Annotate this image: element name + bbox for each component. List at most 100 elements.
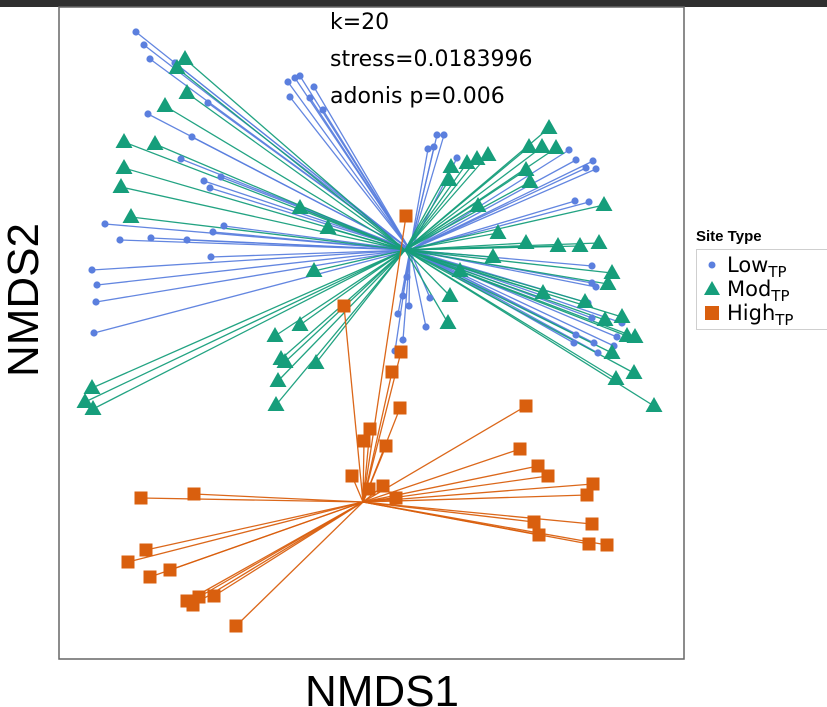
high-point bbox=[187, 487, 201, 501]
data-points bbox=[76, 28, 663, 633]
mod-spider-line bbox=[404, 179, 450, 251]
mod-point bbox=[520, 138, 538, 153]
mod-point bbox=[267, 396, 285, 411]
low-point bbox=[140, 41, 148, 49]
low-spider-line bbox=[223, 225, 411, 251]
mod-spider-line bbox=[92, 249, 406, 410]
mod-spider-line bbox=[184, 58, 406, 251]
high-point bbox=[134, 491, 148, 505]
low-point bbox=[310, 83, 318, 91]
mod-spider-line bbox=[404, 242, 600, 251]
mod-point bbox=[291, 316, 309, 331]
high-spider-line bbox=[198, 501, 364, 598]
mod-spider-line bbox=[277, 249, 406, 382]
low-point bbox=[144, 110, 152, 118]
mod-point bbox=[319, 219, 337, 234]
legend-label-mod: ModTP bbox=[727, 277, 790, 305]
low-spider-line bbox=[96, 249, 411, 286]
low-point bbox=[588, 262, 596, 270]
mod-point bbox=[451, 262, 469, 277]
low-point bbox=[565, 146, 573, 154]
low-point bbox=[204, 99, 212, 107]
high-point bbox=[394, 345, 408, 359]
high-point bbox=[600, 538, 614, 552]
low-point bbox=[440, 131, 448, 139]
high-spider-line bbox=[213, 501, 364, 597]
low-point bbox=[116, 236, 124, 244]
high-spider-line bbox=[362, 448, 521, 503]
low-spider-line bbox=[313, 86, 411, 251]
mod-spider-line bbox=[404, 249, 451, 297]
low-spider-line bbox=[93, 249, 411, 334]
high-point bbox=[532, 528, 546, 542]
mod-point bbox=[156, 97, 174, 112]
high-point bbox=[363, 422, 377, 436]
mod-point bbox=[115, 159, 133, 174]
legend-label-high: HighTP bbox=[727, 301, 794, 329]
low-spider-line bbox=[409, 168, 597, 251]
mod-point bbox=[112, 178, 130, 193]
low-point bbox=[394, 310, 402, 318]
mod-spider-line bbox=[313, 249, 406, 272]
high-point bbox=[229, 619, 243, 633]
low-point bbox=[88, 266, 96, 274]
mod-point bbox=[442, 158, 460, 173]
mod-spider-line bbox=[404, 158, 478, 251]
low-point bbox=[582, 164, 590, 172]
high-point bbox=[337, 299, 351, 313]
high-point bbox=[385, 365, 399, 379]
low-point bbox=[399, 292, 407, 300]
high-point bbox=[163, 563, 177, 577]
high-point bbox=[121, 555, 135, 569]
high-point bbox=[345, 469, 359, 483]
mod-point bbox=[178, 84, 196, 99]
high-point bbox=[139, 543, 153, 557]
high-point bbox=[580, 488, 594, 502]
mod-spider-line bbox=[404, 205, 479, 251]
low-point bbox=[220, 222, 228, 230]
low-point bbox=[424, 145, 432, 153]
mod-spider-line bbox=[404, 249, 609, 285]
legend-label-low: LowTP bbox=[727, 253, 787, 281]
mod-spider-line bbox=[176, 67, 406, 251]
mod-spider-line bbox=[404, 181, 531, 251]
mod-point bbox=[307, 354, 325, 369]
mod-point bbox=[440, 171, 458, 186]
low-spider-line bbox=[409, 148, 429, 251]
mod-point bbox=[576, 293, 594, 308]
mod-spider-line bbox=[404, 146, 530, 251]
mod-spider-line bbox=[404, 232, 499, 251]
high-point bbox=[389, 491, 403, 505]
low-point bbox=[291, 74, 299, 82]
mod-spider-line bbox=[327, 227, 406, 251]
mod-point bbox=[625, 364, 643, 379]
low-spider-line bbox=[409, 249, 615, 347]
high-point bbox=[357, 434, 371, 448]
square-marker-icon bbox=[705, 306, 719, 320]
mod-point bbox=[590, 234, 608, 249]
mod-point bbox=[484, 248, 502, 263]
legend-item-mod: ModTP bbox=[701, 277, 827, 305]
low-point bbox=[403, 273, 411, 281]
mod-spider-line bbox=[299, 249, 406, 326]
mod-point bbox=[533, 138, 551, 153]
mod-spider-line bbox=[154, 143, 406, 251]
legend-box: LowTP ModTP HighTP bbox=[696, 249, 827, 330]
mod-point bbox=[146, 135, 164, 150]
mod-spider-line bbox=[404, 154, 489, 251]
mod-point bbox=[571, 237, 589, 252]
mod-point bbox=[439, 314, 457, 329]
mod-point bbox=[534, 284, 552, 299]
low-point bbox=[217, 173, 225, 181]
mod-spider-line bbox=[404, 249, 606, 321]
mod-point bbox=[603, 264, 621, 279]
mod-point bbox=[549, 237, 567, 252]
high-point bbox=[531, 459, 545, 473]
mod-point bbox=[599, 275, 617, 290]
mod-spider-line bbox=[404, 162, 468, 251]
high-spider-line bbox=[362, 215, 407, 503]
low-point bbox=[430, 143, 438, 151]
mod-point bbox=[517, 161, 535, 176]
mod-spider-line bbox=[404, 146, 543, 251]
low-spider-line bbox=[174, 62, 411, 251]
